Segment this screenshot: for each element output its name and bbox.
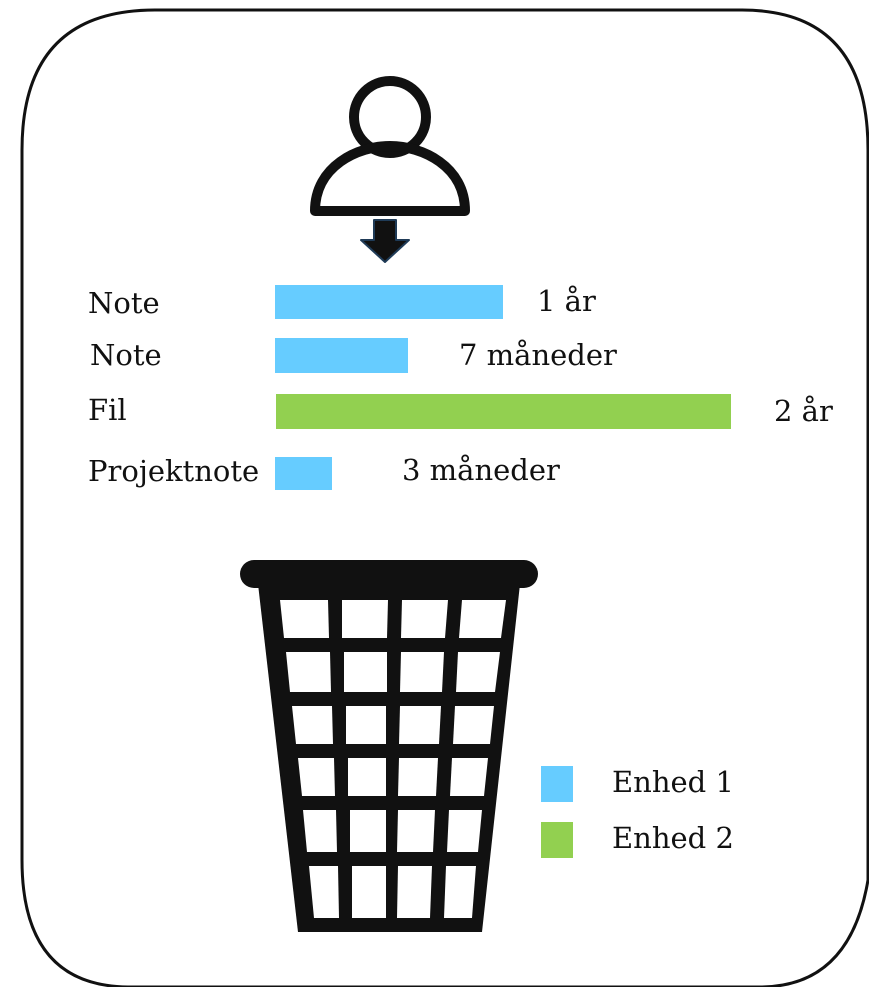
legend-label: Enhed 2: [612, 821, 734, 855]
row-label: Note: [90, 338, 162, 372]
duration-value: 2 år: [774, 394, 833, 428]
duration-value: 1 år: [537, 284, 596, 318]
duration-bar: [275, 285, 503, 319]
legend-swatch-enhed-2: [541, 822, 573, 858]
duration-bar: [275, 338, 408, 373]
duration-bar: [276, 394, 731, 429]
row-label: Fil: [88, 393, 127, 427]
duration-bar: [275, 457, 332, 490]
user-icon: [310, 76, 470, 216]
row-label: Projektnote: [88, 454, 260, 488]
duration-value: 3 måneder: [402, 453, 560, 487]
row-label: Note: [88, 286, 160, 320]
arrow-down-icon: [360, 219, 410, 263]
trash-basket-icon: [240, 560, 538, 932]
legend-label: Enhed 1: [612, 765, 734, 799]
duration-value: 7 måneder: [459, 338, 617, 372]
legend-swatch-enhed-1: [541, 766, 573, 802]
